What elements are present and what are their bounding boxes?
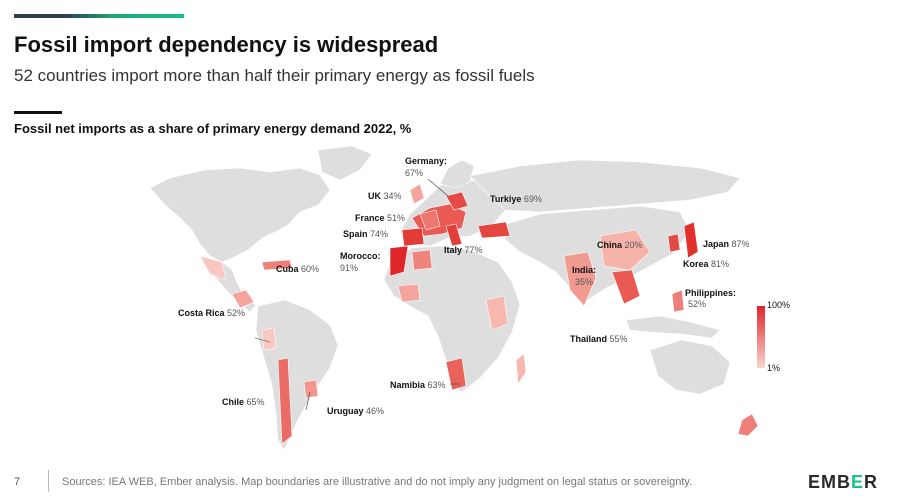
leader-lines — [254, 178, 460, 411]
label-germany: Germany: — [405, 156, 447, 166]
region-china-east — [599, 229, 651, 271]
label-namibia: Namibia 63% — [390, 380, 446, 390]
legend-max-label: 100% — [767, 300, 791, 310]
region-west-africa — [397, 283, 421, 303]
land-africa — [383, 245, 521, 393]
region-namibia — [445, 357, 467, 391]
region-italy — [445, 223, 463, 247]
map-title: Fossil net imports as a share of primary… — [14, 121, 412, 136]
country-labels: Germany: 67% UK 34% Turkiye 69% France 5… — [178, 156, 750, 416]
label-china: China 20% — [597, 240, 643, 250]
region-central-america — [231, 289, 255, 309]
region-madagascar — [515, 353, 527, 385]
label-france: France 51% — [355, 213, 405, 223]
brand-accent-bar — [14, 14, 184, 18]
region-korea — [667, 233, 681, 253]
world-choropleth-map: Germany: 67% UK 34% Turkiye 69% France 5… — [149, 145, 759, 451]
label-turkiye: Turkiye 69% — [490, 194, 542, 204]
region-india — [563, 251, 597, 307]
region-turkiye — [477, 221, 511, 239]
region-spain — [401, 227, 425, 247]
label-spain: Spain 74% — [343, 229, 388, 239]
label-germany-value: 67% — [405, 168, 423, 178]
region-germany — [445, 191, 469, 211]
import-shading — [199, 183, 759, 445]
region-mexico — [199, 255, 227, 281]
label-uk: UK 34% — [368, 191, 402, 201]
label-morocco-value: 91% — [340, 263, 358, 273]
label-costa-rica: Costa Rica 52% — [178, 308, 245, 318]
region-north-africa — [411, 249, 433, 271]
page-subtitle: 52 countries import more than half their… — [14, 66, 535, 85]
region-east-africa — [485, 295, 509, 331]
land-greenland — [317, 145, 373, 181]
label-morocco: Morocco: — [340, 251, 381, 261]
region-uk — [409, 183, 425, 205]
region-se-asia — [611, 269, 641, 305]
label-korea: Korea 81% — [683, 259, 729, 269]
ember-logo: EMBER — [808, 472, 879, 492]
land-indonesia — [625, 315, 721, 339]
region-cuba — [261, 259, 293, 271]
section-divider — [14, 111, 62, 114]
page-title: Fossil import dependency is widespread — [14, 32, 439, 57]
land-north-america — [149, 167, 331, 263]
region-uruguay — [303, 379, 319, 399]
land-scandinavia — [439, 159, 475, 189]
label-japan: Japan 87% — [703, 239, 750, 249]
region-chile — [277, 357, 293, 445]
label-philippines: Philippines: — [685, 288, 736, 298]
label-india-value: 35% — [575, 277, 593, 287]
footer-divider — [48, 470, 49, 492]
land-south-america — [255, 299, 339, 451]
region-philippines — [671, 289, 685, 313]
label-italy: Italy 77% — [444, 245, 483, 255]
label-cuba: Cuba 60% — [276, 264, 319, 274]
label-chile: Chile 65% — [222, 397, 265, 407]
label-philippines-value: 52% — [688, 299, 706, 309]
region-south-america-east — [261, 327, 277, 351]
legend-min-label: 1% — [767, 363, 781, 373]
region-france — [419, 209, 441, 231]
legend-color-scale — [757, 306, 765, 368]
land-asia — [499, 205, 691, 301]
label-thailand: Thailand 55% — [570, 334, 628, 344]
source-note: Sources: IEA WEB, Ember analysis. Map bo… — [62, 476, 693, 488]
region-morocco — [389, 245, 409, 277]
label-uruguay: Uruguay 46% — [327, 406, 384, 416]
land-russia — [469, 159, 741, 213]
page-number: 7 — [14, 476, 21, 488]
region-japan — [683, 221, 699, 259]
region-new-zealand — [737, 413, 759, 437]
label-india: India: — [572, 265, 596, 275]
land-australia — [649, 339, 731, 395]
